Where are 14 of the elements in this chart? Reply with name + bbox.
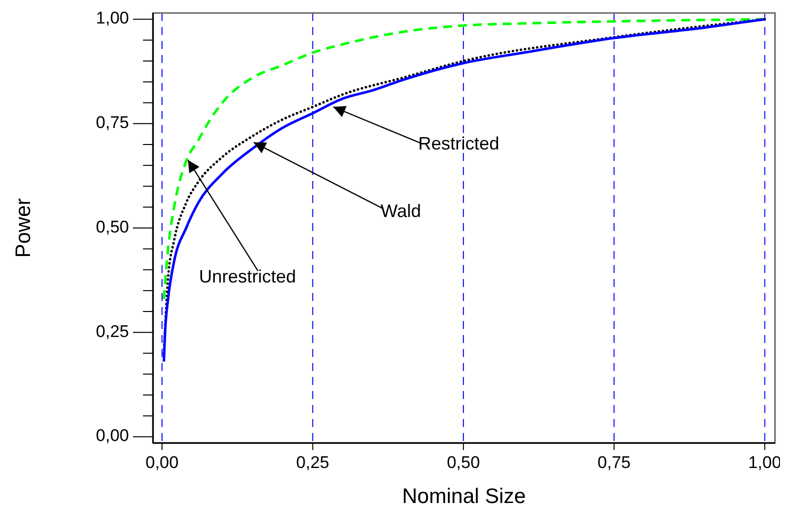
y-tick-label: 0,25 xyxy=(96,322,129,341)
x-tick-label: 0,00 xyxy=(145,453,179,472)
y-tick-label: 0,00 xyxy=(96,426,129,446)
annotation: Restricted xyxy=(418,134,500,154)
x-tick-label: 0,75 xyxy=(598,453,631,472)
y-tick-label: 0,75 xyxy=(96,113,129,132)
x-axis-title: Nominal Size xyxy=(402,485,526,508)
y-tick-label: 0,50 xyxy=(96,217,129,236)
y-axis-title: Power xyxy=(12,198,35,258)
annotation: Unrestricted xyxy=(198,266,296,287)
annotation: Wald xyxy=(380,201,421,222)
y-tick-label: 1,00 xyxy=(96,8,129,28)
x-tick-label: 0,50 xyxy=(446,453,480,472)
x-tick-label: 0,25 xyxy=(296,453,330,472)
